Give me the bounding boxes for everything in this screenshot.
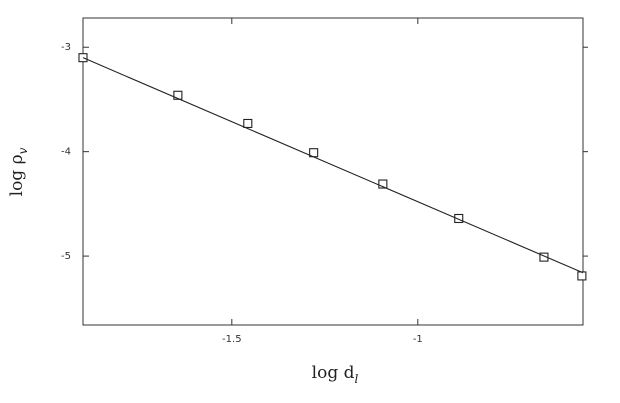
marker bbox=[454, 213, 464, 224]
x-label-base: log d bbox=[312, 363, 355, 383]
y-tick-label: -5 bbox=[61, 251, 71, 262]
y-tick-label: -3 bbox=[61, 42, 71, 53]
y-axis-label: log ρv bbox=[7, 147, 30, 196]
marker bbox=[173, 90, 183, 100]
plot-frame bbox=[82, 17, 584, 326]
marker bbox=[243, 118, 253, 129]
marker bbox=[577, 271, 587, 281]
y-label-base: log ρ bbox=[7, 154, 27, 196]
x-axis-label: log dl bbox=[312, 363, 359, 386]
marker bbox=[378, 179, 388, 189]
x-label-sub: l bbox=[355, 372, 359, 386]
x-tick-label: -1 bbox=[413, 334, 423, 345]
fit-line bbox=[82, 57, 584, 274]
y-label-sub: v bbox=[16, 147, 30, 154]
y-tick-label: -4 bbox=[61, 147, 71, 158]
x-tick-label: -1.5 bbox=[222, 334, 242, 345]
